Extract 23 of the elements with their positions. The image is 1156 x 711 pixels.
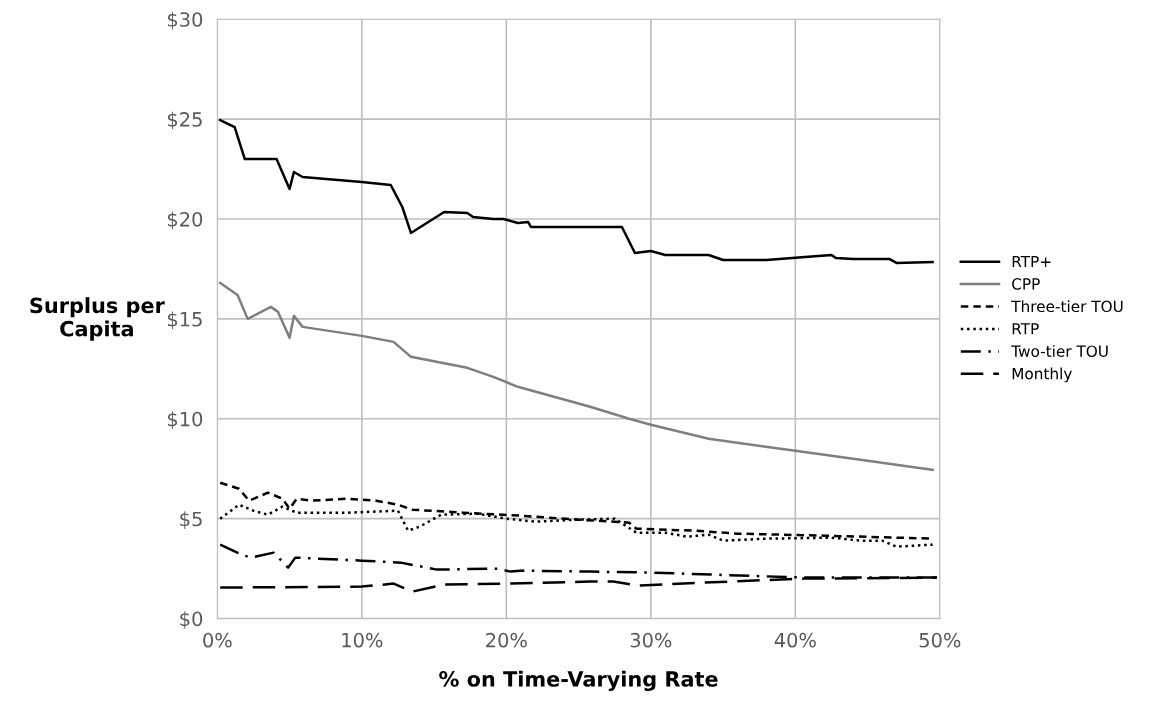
legend-label: RTP [1012,323,1039,335]
y-tick-label: $30 [167,11,203,30]
legend-label: CPP [1012,278,1040,290]
line-series [218,281,934,471]
legend-label: Three-tier TOU [1011,300,1123,313]
y-tick-label: $5 [180,511,202,529]
x-axis-title: % on Time-Varying Rate [439,670,718,692]
legend-label: RTP+ [1012,255,1051,268]
y-tick-label: $20 [167,211,203,230]
y-tick-label: $25 [167,111,202,130]
y-tick-label: $10 [167,411,203,430]
x-tick-label: 40% [774,632,816,648]
x-tick-label: 0% [203,632,232,648]
legend-label: Two-tier TOU [1011,345,1108,357]
y-tick-label: $0 [180,611,203,629]
line-series [218,118,934,265]
y-axis-title: Surplus per Capita [30,297,165,341]
x-tick-label: 50% [919,632,961,648]
x-tick-label: 30% [630,632,672,648]
y-tick-label: $15 [167,311,202,330]
x-tick-label: 10% [342,632,383,648]
legend-label: Monthly [1012,367,1072,383]
x-tick-label: 20% [486,632,527,648]
